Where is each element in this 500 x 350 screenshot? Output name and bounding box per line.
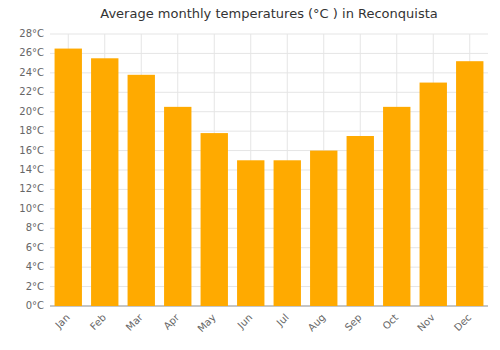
y-tick-label: 0°C xyxy=(26,300,44,311)
bar xyxy=(274,160,301,306)
x-tick-label: Apr xyxy=(161,311,182,332)
bar xyxy=(383,107,410,306)
plot-area xyxy=(50,34,488,306)
x-tick-label: Oct xyxy=(380,312,400,332)
y-tick-label: 26°C xyxy=(19,47,44,58)
x-tick-label: Sep xyxy=(343,312,364,333)
bar xyxy=(456,61,483,306)
y-tick-label: 2°C xyxy=(26,281,44,292)
bars xyxy=(55,49,484,306)
y-tick-label: 28°C xyxy=(19,28,44,39)
bar xyxy=(310,151,337,306)
bar xyxy=(91,58,118,306)
x-tick-label: May xyxy=(195,312,217,334)
bar xyxy=(420,83,447,306)
x-tick-label: Jan xyxy=(52,312,71,331)
x-tick-label: Dec xyxy=(452,312,473,333)
y-tick-label: 10°C xyxy=(19,203,44,214)
x-tick-label: Nov xyxy=(415,312,437,334)
bar xyxy=(55,49,82,306)
title: Average monthly temperatures (°C ) in Re… xyxy=(100,6,437,21)
bar xyxy=(128,75,155,306)
x-tick-label: Feb xyxy=(88,312,108,332)
x-tick-label: Jul xyxy=(274,312,291,329)
y-tick-label: 18°C xyxy=(19,125,44,136)
y-tick-label: 4°C xyxy=(26,261,44,272)
y-tick-label: 24°C xyxy=(19,67,44,78)
axes: 0°C 2°C 4°C 6°C 8°C 10°C 12°C 14°C 16°C 18°C 20°C 2… xyxy=(19,28,488,334)
y-tick-label: 22°C xyxy=(19,86,44,97)
bar xyxy=(237,160,264,306)
y-tick-label: 12°C xyxy=(19,183,44,194)
y-grid-line xyxy=(50,53,488,54)
chart: 0°C 2°C 4°C 6°C 8°C 10°C 12°C 14°C 16°C 18°C 20°C 2… xyxy=(0,0,500,350)
bar xyxy=(201,133,228,306)
y-tick-label: 20°C xyxy=(19,106,44,117)
y-tick-label: 14°C xyxy=(19,164,44,175)
bar xyxy=(164,107,191,306)
y-tick-label: 16°C xyxy=(19,145,44,156)
x-tick-label: Jun xyxy=(235,312,255,332)
x-tick-label: Mar xyxy=(124,311,146,333)
grid xyxy=(50,34,488,306)
y-tick-label: 6°C xyxy=(26,242,44,253)
y-tick-label: 8°C xyxy=(26,222,44,233)
chart-container: 0°C 2°C 4°C 6°C 8°C 10°C 12°C 14°C 16°C 18°C 20°C 2… xyxy=(0,0,500,350)
x-tick-label: Aug xyxy=(306,312,328,334)
bar xyxy=(347,136,374,306)
y-grid-line xyxy=(50,34,488,35)
